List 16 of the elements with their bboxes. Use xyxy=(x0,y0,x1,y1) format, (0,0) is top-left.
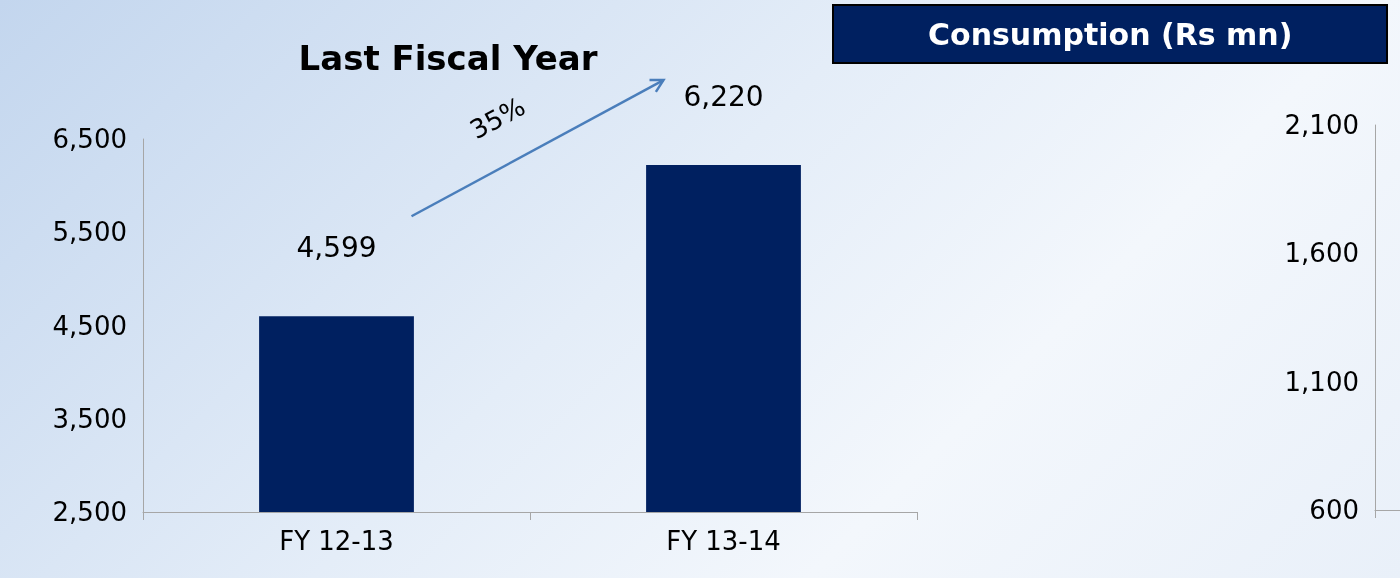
annotation: 35% xyxy=(464,91,531,146)
data-label: 6,220 xyxy=(683,79,764,113)
y-tick-label: 2,100 xyxy=(1284,110,1359,140)
y-tick-label: 6,500 xyxy=(52,124,127,154)
x-tick-label: FY 13-14 xyxy=(666,526,781,556)
y-tick-label: 1,100 xyxy=(1284,366,1359,397)
y-tick-label: 1,600 xyxy=(1284,238,1359,269)
y-tick-label: 600 xyxy=(1309,495,1359,525)
y-tick-label: 4,500 xyxy=(52,310,127,341)
y-tick-label: 5,500 xyxy=(52,217,127,248)
data-label: 4,599 xyxy=(296,230,377,264)
chart-title: Last Fiscal Year xyxy=(298,38,598,78)
y-tick-label: 2,500 xyxy=(52,497,127,527)
chart-title: Consumption (Rs mn) xyxy=(928,16,1293,52)
x-tick-label: FY 12-13 xyxy=(279,526,394,556)
y-tick-label: 3,500 xyxy=(52,403,127,434)
